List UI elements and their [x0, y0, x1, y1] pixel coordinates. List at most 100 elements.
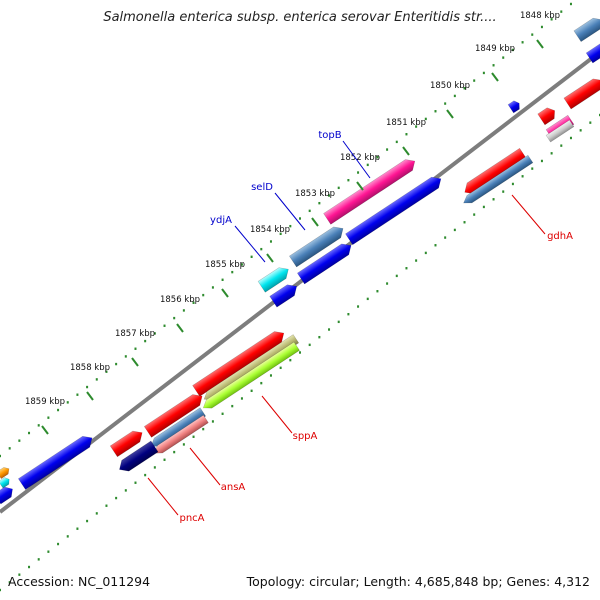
- guide-dot: [240, 397, 243, 400]
- gene-label-sppA: sppA: [293, 431, 318, 442]
- guide-dot: [66, 535, 69, 538]
- gene-topB[interactable]: [323, 156, 419, 225]
- gene-reverse[interactable]: [585, 42, 600, 64]
- guide-dot: [144, 339, 147, 343]
- guide-dot: [502, 190, 505, 193]
- gene-forward[interactable]: [0, 465, 11, 479]
- guide-dot: [328, 328, 331, 331]
- gene-forward[interactable]: [192, 328, 288, 397]
- guide-dot: [192, 435, 195, 438]
- guide-dot: [260, 381, 263, 385]
- guide-dot: [231, 270, 234, 274]
- guide-dot: [473, 213, 476, 216]
- gene-forward[interactable]: [345, 173, 445, 246]
- gene-reverse[interactable]: [461, 154, 534, 207]
- gene-forward[interactable]: [143, 391, 205, 438]
- guide-dot: [279, 232, 282, 236]
- guide-dot: [444, 236, 447, 239]
- guide-dot: [124, 355, 127, 358]
- inner-guide-ring: [0, 113, 600, 592]
- gene-forward[interactable]: [573, 14, 600, 43]
- guide-dot: [269, 374, 272, 377]
- guide-dot: [76, 393, 79, 396]
- guide-dot: [66, 401, 69, 404]
- guide-dot: [337, 186, 340, 190]
- gene-label-leader: [511, 194, 546, 235]
- tick-label: 1852 kbp: [340, 153, 380, 163]
- gene-label-leader: [234, 225, 266, 263]
- tick-mark: [356, 181, 364, 191]
- guide-dot: [347, 178, 350, 182]
- guide-dot: [318, 335, 321, 339]
- gene-label-ydjA: ydjA: [210, 215, 232, 226]
- guide-dot: [328, 194, 331, 197]
- guide-dot: [589, 121, 592, 124]
- gene-reverse[interactable]: [545, 119, 575, 143]
- guide-dot: [366, 297, 369, 301]
- guide-dot: [482, 205, 485, 209]
- guide-dot: [231, 404, 234, 408]
- tick-mark: [131, 357, 139, 367]
- accession-text: Accession: NC_011294: [8, 574, 151, 589]
- guide-dot: [386, 148, 389, 151]
- guide-dot: [202, 293, 205, 297]
- guide-dot: [473, 79, 476, 82]
- gene-selD[interactable]: [289, 223, 346, 268]
- guide-dot: [105, 370, 108, 373]
- guide-dot: [569, 136, 572, 140]
- guide-dot: [463, 87, 466, 90]
- guide-dot: [560, 144, 563, 147]
- gene-forward[interactable]: [297, 240, 354, 285]
- guide-dot: [453, 228, 456, 232]
- guide-dot: [192, 301, 195, 304]
- guide-dot: [405, 133, 408, 136]
- gene-pncA[interactable]: [116, 440, 159, 475]
- tick-mark: [402, 146, 410, 156]
- guide-dot: [260, 247, 263, 251]
- guide-dot: [37, 424, 40, 427]
- guide-dot: [569, 2, 572, 6]
- gene-label-topB: topB: [318, 130, 341, 141]
- tick-label: 1856 kbp: [160, 295, 200, 305]
- guide-dot: [521, 41, 524, 44]
- tick-label: 1851 kbp: [386, 118, 426, 128]
- tick-mark: [41, 425, 49, 435]
- guide-dot: [540, 159, 543, 163]
- guide-dot: [134, 481, 137, 484]
- guide-dot: [560, 10, 563, 13]
- gene-forward[interactable]: [269, 281, 301, 308]
- guide-dot: [434, 110, 437, 113]
- tick-label: 1853 kbp: [295, 189, 335, 199]
- guide-dot: [8, 581, 11, 584]
- guide-dot: [347, 312, 350, 316]
- guide-dot: [0, 588, 1, 592]
- guide-dot: [86, 519, 89, 523]
- guide-dot: [153, 332, 156, 335]
- gene-forward[interactable]: [0, 476, 11, 489]
- gene-forward[interactable]: [537, 105, 559, 126]
- guide-dot: [240, 263, 243, 266]
- guide-dot: [366, 163, 369, 167]
- gene-forward[interactable]: [109, 427, 146, 458]
- tick-label: 1854 kbp: [250, 225, 290, 235]
- guide-dot: [28, 565, 31, 569]
- outer-guide-ring: [0, 2, 572, 458]
- gene-forward[interactable]: [563, 75, 600, 110]
- tick-label: 1855 kbp: [205, 260, 245, 270]
- guide-dot: [105, 504, 108, 507]
- gene-ydjA[interactable]: [257, 264, 292, 293]
- gene-forward[interactable]: [507, 99, 522, 114]
- guide-dot: [289, 224, 292, 228]
- guide-dot: [57, 408, 60, 412]
- gene-sppA[interactable]: [200, 341, 300, 412]
- guide-dot: [579, 129, 582, 132]
- guide-dot: [221, 278, 224, 281]
- guide-dot: [299, 351, 301, 354]
- guide-dot: [95, 378, 98, 381]
- guide-dot: [250, 255, 253, 259]
- tick-mark: [311, 217, 319, 227]
- gene-forward[interactable]: [18, 432, 95, 490]
- guide-dot: [424, 251, 427, 255]
- gene-forward[interactable]: [0, 484, 16, 505]
- guide-dot: [28, 431, 31, 435]
